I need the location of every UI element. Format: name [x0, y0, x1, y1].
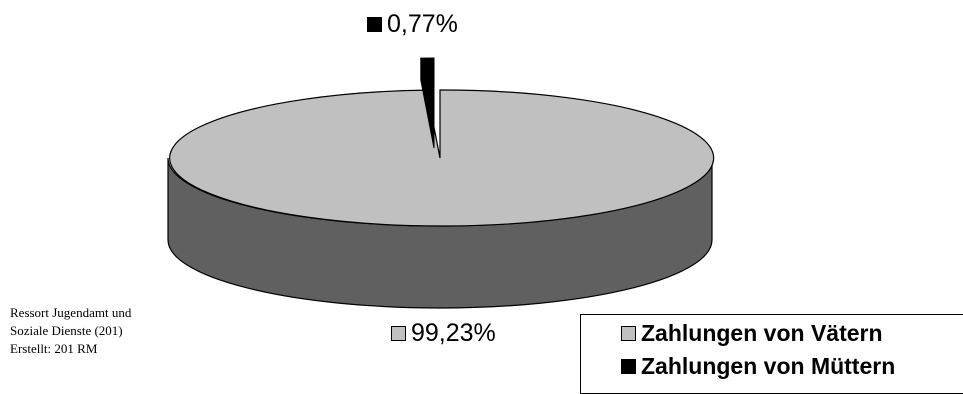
- data-label-vaetern-text: 99,23%: [411, 319, 496, 347]
- pie-chart: [167, 57, 715, 309]
- label-swatch-muettern: [367, 17, 382, 32]
- credit-line-1: Ressort Jugendamt und: [10, 305, 132, 320]
- legend: Zahlungen von Vätern Zahlungen von Mütte…: [580, 314, 963, 394]
- pie-slice-vaetern: [169, 89, 715, 227]
- legend-label-vaetern: Zahlungen von Vätern: [641, 320, 883, 346]
- label-swatch-vaetern: [391, 326, 406, 341]
- legend-label-muettern: Zahlungen von Müttern: [641, 353, 896, 379]
- credit-line-2: Soziale Dienste (201): [10, 323, 123, 338]
- legend-swatch-muettern: [621, 359, 636, 374]
- legend-item-muettern: Zahlungen von Müttern: [621, 355, 895, 378]
- data-label-muettern: 0,77%: [367, 12, 458, 37]
- legend-swatch-vaetern: [621, 326, 636, 341]
- data-label-vaetern: 99,23%: [391, 321, 496, 346]
- data-label-muettern-text: 0,77%: [387, 10, 458, 38]
- credit-note: Ressort Jugendamt und Soziale Dienste (2…: [10, 304, 131, 358]
- pie-slice-muettern: [420, 57, 435, 127]
- credit-line-3: Erstellt: 201 RM: [10, 341, 98, 356]
- legend-item-vaetern: Zahlungen von Vätern: [621, 322, 883, 345]
